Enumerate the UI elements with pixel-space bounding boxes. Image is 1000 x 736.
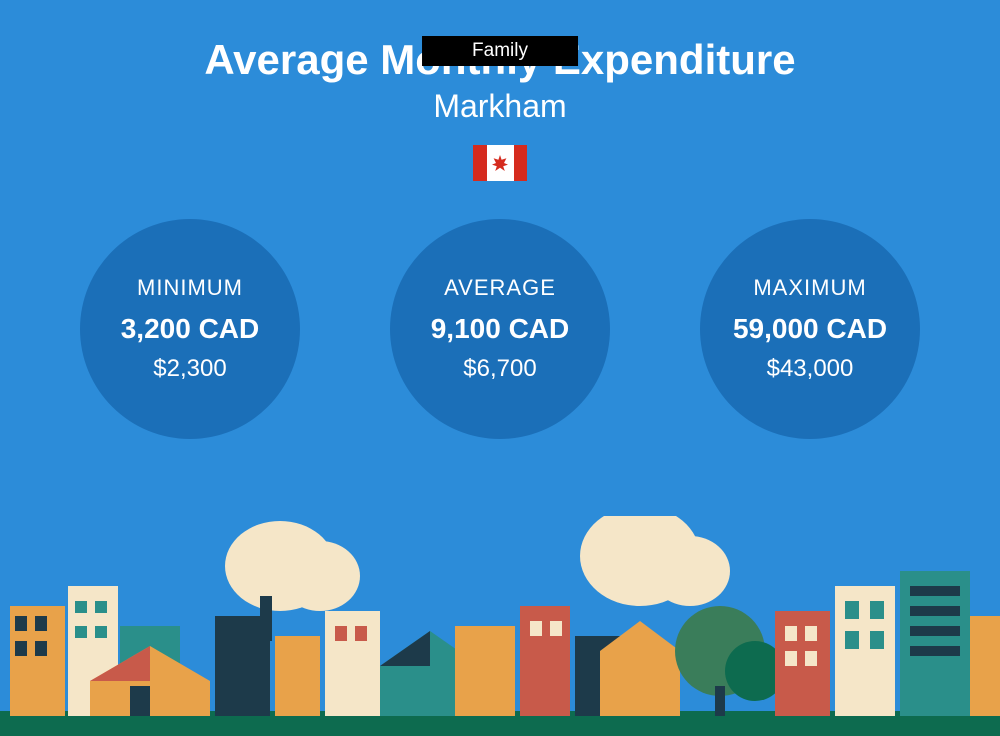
stat-primary: 3,200 CAD: [121, 313, 260, 345]
stat-primary: 9,100 CAD: [431, 313, 570, 345]
page-subtitle: Markham: [0, 88, 1000, 125]
stat-minimum: MINIMUM 3,200 CAD $2,300: [80, 219, 300, 439]
cityscape-illustration: [0, 516, 1000, 736]
canada-flag-icon: [473, 145, 527, 181]
stats-row: MINIMUM 3,200 CAD $2,300 AVERAGE 9,100 C…: [0, 219, 1000, 439]
stat-secondary: $6,700: [463, 355, 536, 383]
stat-label: AVERAGE: [444, 275, 556, 301]
stat-maximum: MAXIMUM 59,000 CAD $43,000: [700, 219, 920, 439]
stat-secondary: $2,300: [153, 355, 226, 383]
stat-secondary: $43,000: [767, 355, 854, 383]
stat-label: MINIMUM: [137, 275, 243, 301]
stat-average: AVERAGE 9,100 CAD $6,700: [390, 219, 610, 439]
stat-label: MAXIMUM: [753, 275, 866, 301]
category-badge: Family: [422, 36, 578, 66]
stat-primary: 59,000 CAD: [733, 313, 887, 345]
